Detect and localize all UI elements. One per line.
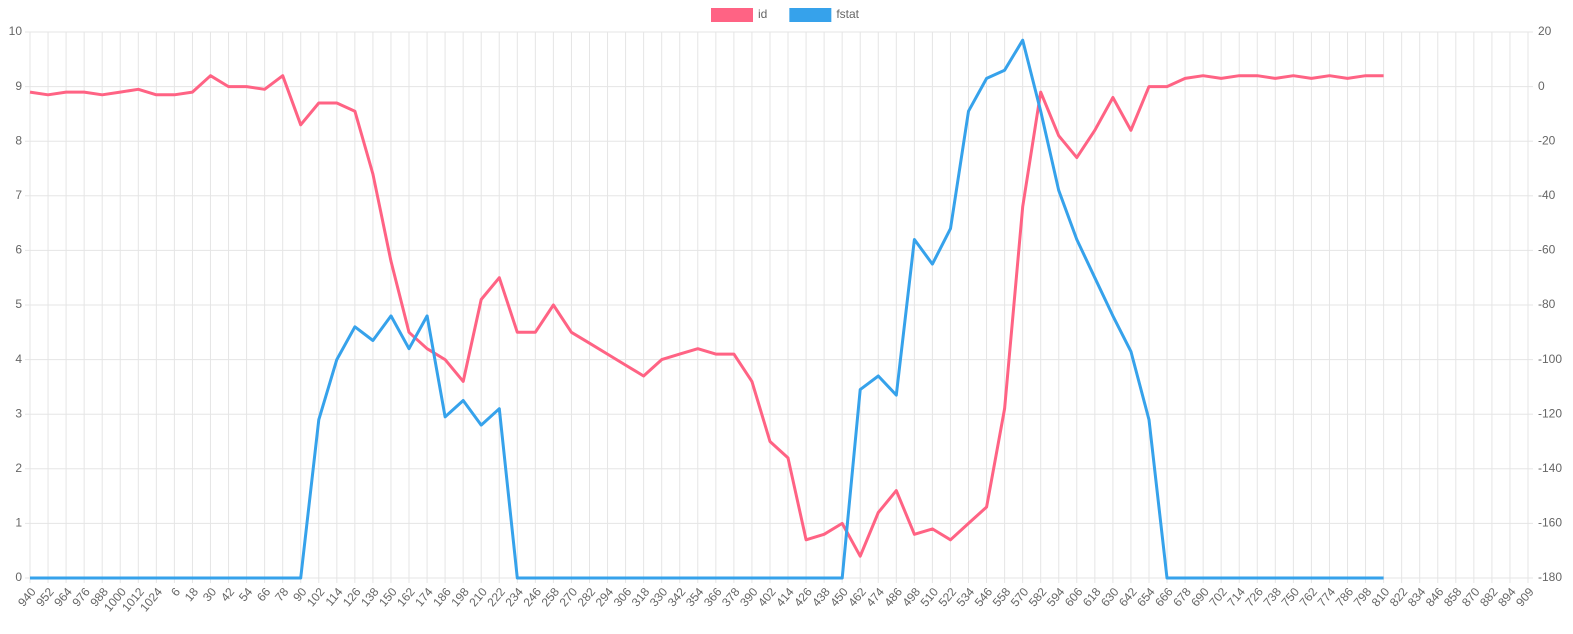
x-tick-label: 6 (168, 585, 183, 599)
legend-label: fstat (836, 7, 859, 21)
x-tick-label: 66 (254, 585, 274, 604)
y2-tick-label: -60 (1538, 243, 1556, 257)
y2-tick-label: -180 (1538, 570, 1562, 584)
x-tick-label: 54 (236, 585, 256, 604)
y2-tick-label: -120 (1538, 406, 1562, 420)
x-tick-label: 1024 (137, 585, 165, 615)
y2-tick-label: -140 (1538, 461, 1562, 475)
legend-label: id (758, 7, 767, 21)
y-tick-label: 3 (15, 406, 22, 420)
x-tick-label: 42 (218, 585, 238, 604)
x-tick-label: 30 (200, 585, 220, 604)
y2-tick-label: -160 (1538, 516, 1562, 530)
y-tick-label: 2 (15, 461, 22, 475)
y-tick-label: 5 (15, 297, 22, 311)
y-tick-label: 0 (15, 570, 22, 584)
y2-tick-label: -100 (1538, 352, 1562, 366)
y2-tick-label: -20 (1538, 133, 1556, 147)
legend-swatch (789, 8, 832, 22)
y2-tick-label: -80 (1538, 297, 1556, 311)
series-line (29, 74, 1384, 558)
y-tick-label: 6 (15, 243, 22, 257)
y2-tick-label: -40 (1538, 188, 1556, 202)
x-tick-label: 78 (272, 585, 292, 604)
y-tick-label: 7 (15, 188, 22, 202)
x-tick-label: 909 (1513, 585, 1537, 610)
series-line (30, 38, 1384, 580)
y-tick-label: 4 (15, 352, 22, 366)
y-tick-label: 8 (15, 133, 22, 147)
y-tick-label: 10 (9, 24, 23, 38)
y-tick-label: 9 (15, 79, 22, 93)
y2-tick-label: 20 (1538, 24, 1552, 38)
y2-tick-label: 0 (1538, 79, 1545, 93)
legend-swatch (711, 8, 753, 22)
x-tick-label: 18 (182, 585, 202, 604)
y-tick-label: 1 (15, 516, 22, 530)
